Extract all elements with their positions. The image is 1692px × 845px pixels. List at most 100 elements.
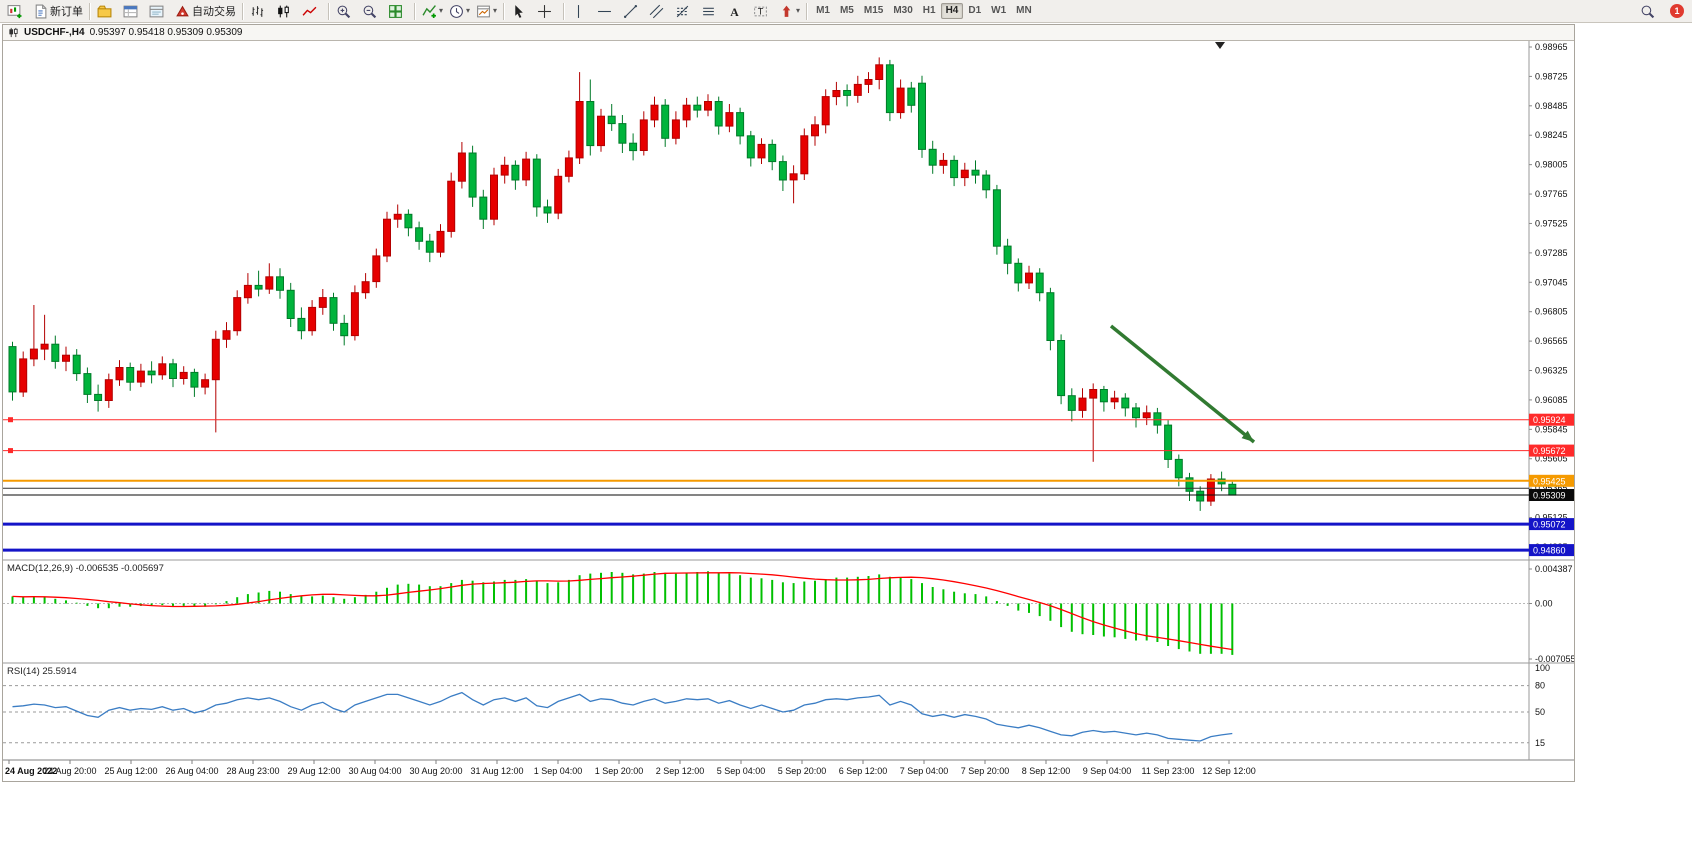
svg-text:24 Aug 2022: 24 Aug 2022	[5, 766, 57, 776]
svg-text:0.98725: 0.98725	[1535, 71, 1568, 81]
chart-canvas[interactable]: 0.98965 0.98725 0.98485 0.98245 0.98005 0.977…	[3, 41, 1574, 781]
notification-badge[interactable]: 1	[1670, 4, 1684, 18]
tile-windows-button[interactable]	[385, 0, 411, 22]
timeframe-m1-button[interactable]: M1	[816, 5, 830, 16]
svg-text:T: T	[758, 6, 764, 16]
svg-text:7 Sep 20:00: 7 Sep 20:00	[961, 766, 1010, 776]
timeframe-h1-button[interactable]: H1	[922, 5, 936, 16]
svg-text:11 Sep 23:00: 11 Sep 23:00	[1142, 766, 1195, 776]
indicators-button[interactable]: ▾	[419, 0, 446, 22]
toolbar-separator	[414, 2, 416, 20]
svg-text:50: 50	[1535, 707, 1545, 717]
market-watch-button[interactable]	[120, 0, 146, 22]
search-icon	[1640, 4, 1655, 19]
text-icon: A	[727, 4, 742, 19]
chart-title-bar[interactable]: USDCHF-,H4 0.95397 0.95418 0.95309 0.953…	[3, 25, 1574, 41]
dropdown-caret-icon: ▾	[796, 6, 801, 15]
label-icon: T	[753, 4, 768, 19]
shapes-icon	[701, 4, 716, 19]
svg-text:0.98965: 0.98965	[1535, 42, 1568, 52]
svg-text:2 Sep 12:00: 2 Sep 12:00	[656, 766, 705, 776]
zoom-out-icon	[362, 4, 377, 19]
chart-window-icon	[8, 27, 19, 38]
svg-text:0.97045: 0.97045	[1535, 277, 1568, 287]
macd-pane: MACD(12,26,9) -0.006535 -0.005697 0.00438…	[3, 563, 1574, 664]
timeframe-d1-button[interactable]: D1	[968, 5, 982, 16]
templates-button[interactable]: ▾	[473, 0, 500, 22]
rsi-line	[12, 691, 1233, 742]
arrows-icon	[779, 4, 794, 19]
toolbar-separator	[89, 2, 91, 20]
crosshair-button[interactable]	[534, 0, 560, 22]
svg-text:6 Sep 12:00: 6 Sep 12:00	[839, 766, 888, 776]
profiles-button[interactable]	[94, 0, 120, 22]
svg-text:0.97765: 0.97765	[1535, 189, 1568, 199]
periods-icon	[449, 4, 464, 19]
svg-text:0.96805: 0.96805	[1535, 307, 1568, 317]
line-chart-button[interactable]	[299, 0, 325, 22]
timeframe-mn-button[interactable]: MN	[1016, 5, 1032, 16]
timeframe-w1-button[interactable]: W1	[991, 5, 1007, 16]
svg-text:0.95425: 0.95425	[1533, 476, 1566, 486]
timeframe-m30-button[interactable]: M30	[893, 5, 913, 16]
chart-shift-marker[interactable]	[1215, 42, 1225, 49]
svg-text:24 Aug 20:00: 24 Aug 20:00	[43, 766, 96, 776]
svg-text:A: A	[730, 5, 739, 18]
profiles-icon	[97, 4, 112, 19]
svg-text:1 Sep 04:00: 1 Sep 04:00	[534, 766, 583, 776]
candles-layer	[8, 57, 1237, 511]
pane-separators[interactable]	[3, 41, 1574, 761]
svg-text:0.95365: 0.95365	[1535, 483, 1568, 493]
dropdown-caret-icon: ▾	[466, 6, 471, 15]
channel-button[interactable]	[646, 0, 672, 22]
arrows-button[interactable]: ▾	[776, 0, 803, 22]
main-toolbar: 新订单 自动交易 ▾ ▾ ▾ A T ▾ M1 M5 M15 M30 H1 H4 D1 W1 MN 1	[0, 0, 1692, 23]
market-watch-icon	[123, 4, 138, 19]
level-lines[interactable]: 0.95924 0.95672 0.95425 0.95309 0.95072 0.948…	[3, 413, 1574, 557]
svg-text:0.98485: 0.98485	[1535, 101, 1568, 111]
dropdown-caret-icon: ▾	[493, 6, 498, 15]
zoom-in-button[interactable]	[333, 0, 359, 22]
vline-button[interactable]	[568, 0, 594, 22]
svg-text:28 Aug 23:00: 28 Aug 23:00	[226, 766, 279, 776]
zoom-out-button[interactable]	[359, 0, 385, 22]
fibonacci-button[interactable]	[672, 0, 698, 22]
tile-windows-icon	[388, 4, 403, 19]
bar-chart-icon	[250, 4, 265, 19]
cursor-button[interactable]	[508, 0, 534, 22]
timeframe-m5-button[interactable]: M5	[839, 5, 854, 16]
svg-text:31 Aug 12:00: 31 Aug 12:00	[470, 766, 523, 776]
data-window-button[interactable]	[146, 0, 172, 22]
svg-text:0.96325: 0.96325	[1535, 366, 1568, 376]
line-chart-icon	[302, 4, 317, 19]
bar-chart-button[interactable]	[247, 0, 273, 22]
shapes-button[interactable]	[698, 0, 724, 22]
dropdown-caret-icon: ▾	[439, 6, 444, 15]
svg-text:5 Sep 20:00: 5 Sep 20:00	[778, 766, 827, 776]
trend-arrow-annotation[interactable]	[1109, 324, 1256, 444]
periods-button[interactable]: ▾	[446, 0, 473, 22]
candlestick-button[interactable]	[273, 0, 299, 22]
svg-text:100: 100	[1535, 663, 1550, 673]
new-chart-icon	[7, 4, 22, 19]
trendline-button[interactable]	[620, 0, 646, 22]
label-button[interactable]: T	[750, 0, 776, 22]
text-button[interactable]: A	[724, 0, 750, 22]
timeframe-m15-button[interactable]: M15	[863, 5, 884, 16]
svg-text:0.94860: 0.94860	[1533, 546, 1566, 556]
timeframe-h4-button[interactable]: H4	[940, 3, 964, 19]
new-order-button[interactable]: 新订单	[30, 0, 86, 22]
new-order-icon	[33, 4, 48, 19]
new-chart-button[interactable]	[4, 0, 30, 22]
svg-text:-0.007055: -0.007055	[1535, 654, 1574, 664]
macd-signal-line	[12, 572, 1233, 651]
auto-trading-button[interactable]: 自动交易	[172, 0, 239, 22]
hline-button[interactable]	[594, 0, 620, 22]
svg-text:7 Sep 04:00: 7 Sep 04:00	[900, 766, 949, 776]
macd-label: MACD(12,26,9) -0.006535 -0.005697	[7, 563, 164, 574]
svg-text:30 Aug 20:00: 30 Aug 20:00	[409, 766, 462, 776]
svg-text:0.98245: 0.98245	[1535, 130, 1568, 140]
indicators-icon	[422, 4, 437, 19]
search-button[interactable]	[1637, 0, 1663, 22]
